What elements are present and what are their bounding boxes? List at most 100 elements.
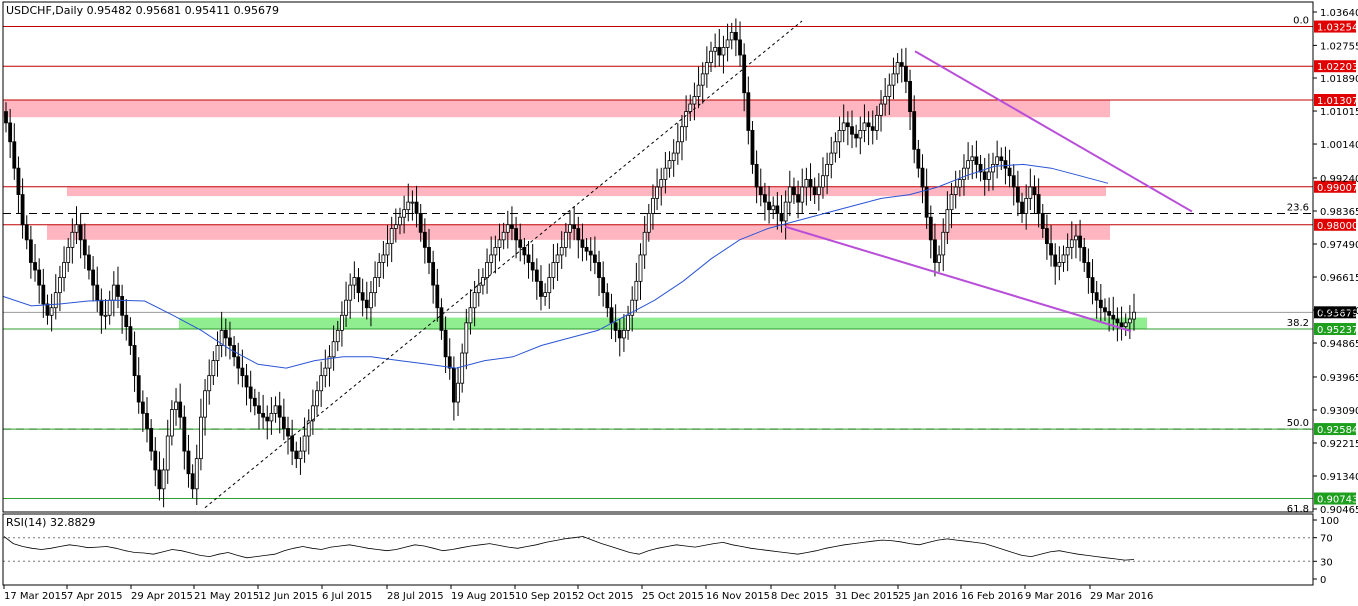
candle-body [912,111,917,150]
price-tick-label: 0.98365 [1320,207,1358,218]
price-tick-label: 1.01890 [1320,74,1358,85]
candle-body [174,401,178,411]
candle-body [1098,299,1103,309]
candle-body [41,284,46,305]
candle-body [377,262,382,278]
candle-body [431,262,436,286]
candle-body [257,405,261,414]
price-tag-bg [1314,322,1356,335]
candle-body [742,54,747,94]
rsi-tick-label: 30 [1320,557,1333,568]
candle-body [1028,186,1033,199]
candle-body [74,224,79,233]
candle-body [186,450,191,475]
candle-body [576,228,581,241]
candle-body [1036,194,1041,214]
candle-body [140,401,145,414]
candle-body [211,360,216,377]
candle-body [684,111,689,128]
candle-body [568,224,572,233]
candle-body [920,167,925,188]
candle-body [572,224,577,229]
candle-body [767,201,771,211]
candle-body [1065,246,1070,256]
candle-body [1049,243,1053,256]
candle-body [244,375,249,388]
wedge-upper-line [914,50,1193,213]
candle-body [597,262,601,278]
candle-body [33,262,37,271]
candle-body [713,47,718,52]
candle-body [559,246,564,256]
candle-body [725,39,730,48]
candle-body [248,386,253,399]
candle-body [626,314,630,331]
candle-body [563,231,568,248]
candle-body [335,329,340,343]
zone-resistance [67,186,1106,197]
candle-body [1011,175,1016,188]
candle-body [1074,235,1078,241]
candle-body [1090,277,1095,294]
candle-body [870,126,875,131]
price-tag-0.90743: 0.90743 [1317,495,1358,506]
time-label: 19 Aug 2015 [451,591,515,602]
candle-body [1061,254,1066,263]
candle-body [501,231,506,241]
candle-body [1127,318,1132,324]
candle-body [145,412,149,429]
candle-body [812,186,817,195]
candle-body [887,84,892,97]
candle-body [439,307,444,331]
candle-body [510,224,514,229]
candle-body [223,329,228,339]
candle-body [16,167,21,195]
price-tick-label: 0.91340 [1320,472,1358,483]
candle-body [986,171,991,180]
candle-body [58,277,62,294]
candle-body [1115,318,1120,324]
candle-body [953,186,958,195]
candle-body [655,186,659,199]
candle-body [933,239,937,263]
candle-body [825,164,830,177]
price-tag-bg [1314,180,1356,193]
candle-body [1020,201,1024,214]
price-tag-0.98000: 0.98000 [1317,221,1358,232]
candle-body [443,329,448,358]
candle-body [1082,246,1087,263]
candle-body [816,186,821,195]
candle-body [427,246,431,263]
rsi-tick-label: 70 [1320,534,1333,545]
time-label: 7 Apr 2015 [67,591,122,602]
candle-body [165,435,170,471]
price-tick-label: 0.96615 [1320,273,1358,284]
candle-body [1103,307,1107,312]
candle-body [854,133,859,139]
candle-body [518,239,523,248]
candle-body [12,141,17,169]
candle-body [136,375,141,403]
candle-body [45,303,50,316]
candle-body [451,367,456,403]
candle-body [916,148,921,169]
candle-body [787,186,792,203]
candle-body [555,254,560,263]
candle-body [481,277,485,286]
candle-body [153,450,158,471]
fib-label-23.6: 23.6 [1287,202,1309,213]
candle-body [904,65,908,82]
zone-support [179,317,1147,329]
candle-body [883,96,888,105]
candle-body [891,73,896,86]
price-tag-0.99007: 0.99007 [1317,183,1358,194]
candle-body [1040,213,1045,229]
candle-body [850,126,854,135]
candle-body [327,356,332,369]
candle-body [273,405,278,414]
candle-body [709,50,713,63]
candle-body [124,314,129,328]
candle-body [634,280,639,301]
candle-body [460,352,465,384]
